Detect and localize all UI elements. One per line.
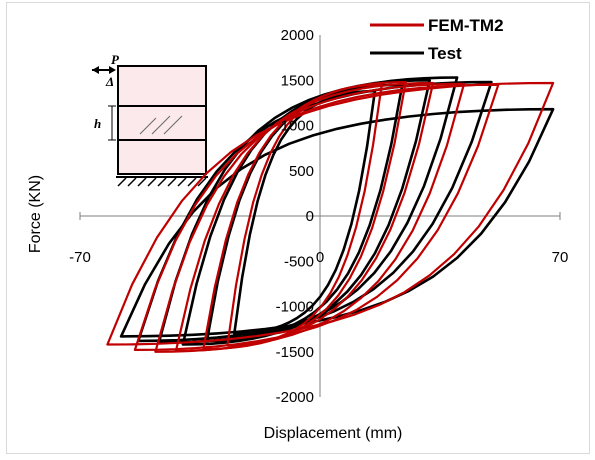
inset-arrowhead-right <box>109 66 116 74</box>
y-tick-label: -1000 <box>276 299 314 316</box>
series-fem-tm2 <box>106 81 555 353</box>
chart-frame <box>6 2 590 454</box>
y-tick-label: 1000 <box>281 118 314 135</box>
hysteresis-loop <box>233 89 377 335</box>
x-tick-label: -70 <box>69 249 91 266</box>
hysteresis-loop <box>119 107 555 338</box>
y-tick-label: 0 <box>306 208 314 225</box>
hysteresis-loop <box>202 81 407 351</box>
inset-lower-story <box>117 139 207 175</box>
series-layer <box>106 76 555 353</box>
y-tick-label: 2000 <box>281 27 314 44</box>
y-tick-label: -500 <box>284 253 314 270</box>
legend-label: Test <box>428 44 462 63</box>
inset-disp-label: Δ <box>105 74 114 89</box>
inset-arrowhead-left <box>92 66 99 74</box>
x-tick-label: 0 <box>316 249 324 266</box>
y-tick-label: 1500 <box>281 72 314 89</box>
hysteresis-loop <box>106 81 555 346</box>
x-axis-title: Displacement (mm) <box>264 425 403 442</box>
inset-load-label: P <box>111 52 120 67</box>
legend-label: FEM-TM2 <box>428 16 504 35</box>
inset-upper-story <box>117 65 207 107</box>
inset-ground-hatch <box>117 177 207 187</box>
inset-middle-story <box>117 105 207 141</box>
y-tick-label: -2000 <box>276 389 314 406</box>
y-axis-title: Force (KN) <box>27 175 44 253</box>
x-tick-label: 70 <box>552 249 569 266</box>
y-tick-label: 500 <box>289 163 314 180</box>
hysteresis-loop <box>154 82 466 353</box>
inset-glass-hatch <box>139 115 183 135</box>
inset-height-label: h <box>94 116 101 131</box>
hysteresis-loop <box>133 83 500 351</box>
structure-inset: P Δ h <box>92 52 208 187</box>
legend: FEM-TM2 Test <box>370 16 504 63</box>
y-tick-label: -1500 <box>276 344 314 361</box>
